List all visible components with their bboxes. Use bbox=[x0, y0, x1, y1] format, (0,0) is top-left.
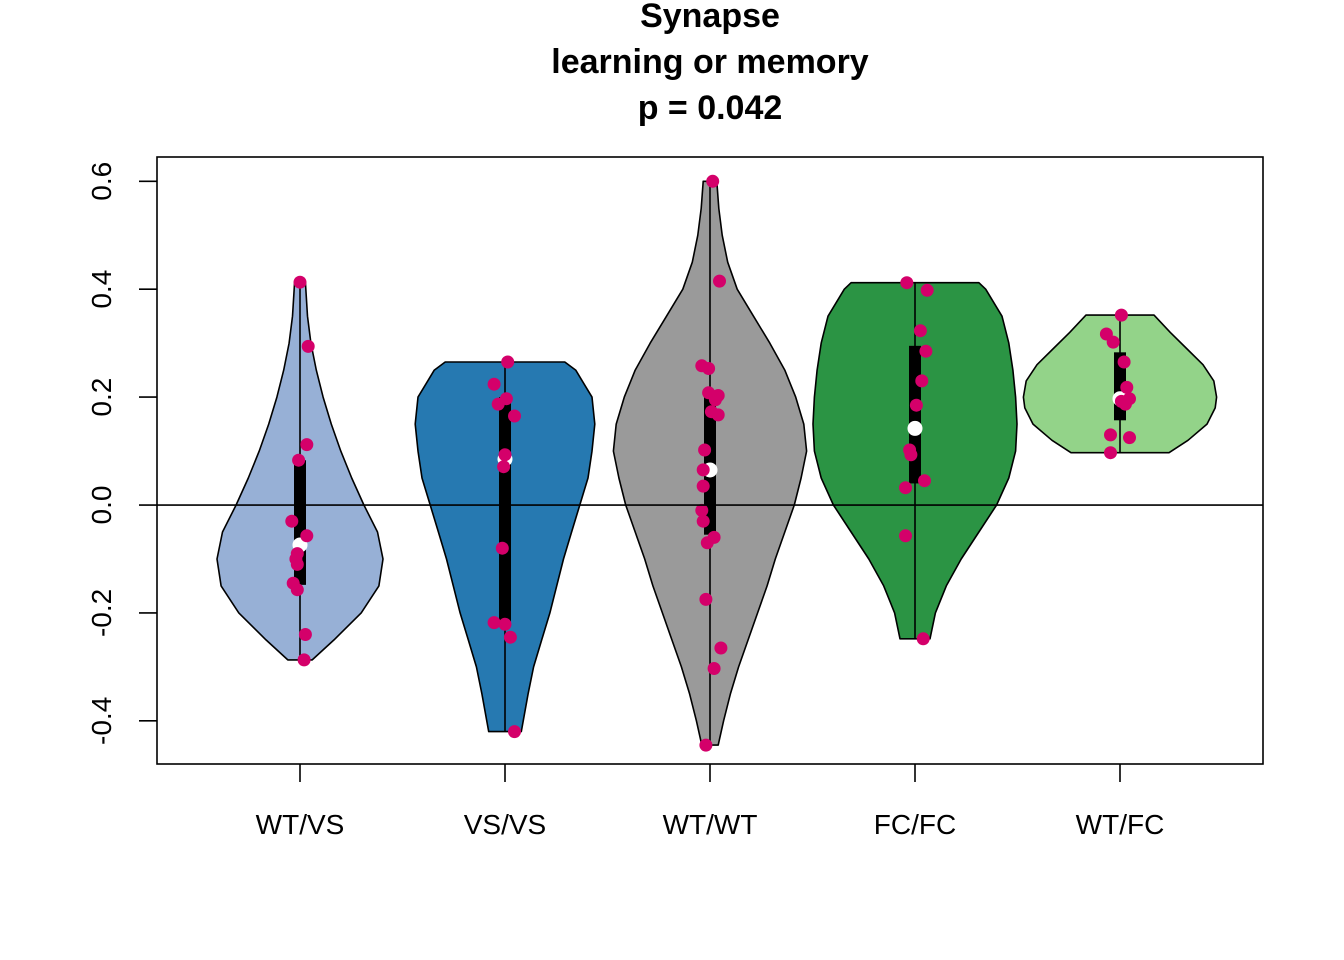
data-point bbox=[497, 460, 511, 474]
data-point bbox=[1118, 397, 1132, 411]
chart-title: Synapse learning or memory p = 0.042 bbox=[551, 0, 869, 127]
data-point bbox=[1106, 335, 1120, 349]
data-point bbox=[487, 377, 501, 391]
data-point bbox=[285, 514, 299, 528]
violins-layer bbox=[216, 174, 1218, 752]
data-point bbox=[495, 541, 509, 555]
data-point bbox=[708, 393, 722, 407]
y-tick-label: -0.4 bbox=[86, 697, 117, 745]
data-point bbox=[918, 474, 931, 488]
data-point bbox=[300, 529, 314, 543]
data-point bbox=[1120, 380, 1134, 394]
violin-group-wt-fc bbox=[1022, 308, 1218, 460]
data-point bbox=[699, 592, 713, 606]
data-point bbox=[899, 481, 912, 495]
violin-median-point bbox=[907, 420, 923, 436]
data-point bbox=[300, 438, 314, 452]
data-point bbox=[1104, 446, 1117, 460]
data-point bbox=[702, 362, 716, 375]
data-point bbox=[491, 397, 505, 411]
data-point bbox=[290, 557, 304, 571]
data-point bbox=[698, 443, 712, 457]
y-tick-label: 0.6 bbox=[86, 162, 117, 201]
data-point bbox=[899, 529, 912, 543]
data-point bbox=[713, 274, 726, 288]
data-point bbox=[909, 398, 923, 412]
data-point bbox=[695, 503, 709, 517]
data-point bbox=[508, 409, 521, 423]
x-tick-label: WT/VS bbox=[256, 809, 345, 840]
violin-group-wt-wt bbox=[612, 174, 808, 752]
data-point bbox=[1123, 431, 1136, 445]
y-tick-label: 0.2 bbox=[86, 378, 117, 417]
data-point bbox=[1104, 428, 1117, 442]
data-point bbox=[913, 324, 927, 338]
violin-group-fc-fc bbox=[812, 276, 1018, 646]
data-point bbox=[301, 339, 315, 353]
x-tick-label: VS/VS bbox=[464, 809, 546, 840]
data-point bbox=[297, 653, 311, 667]
data-point bbox=[1114, 308, 1128, 322]
data-point bbox=[706, 174, 720, 188]
x-tick-label: WT/FC bbox=[1076, 809, 1165, 840]
violin-group-wt-vs bbox=[216, 275, 384, 667]
data-point bbox=[915, 374, 929, 388]
data-point bbox=[298, 628, 312, 641]
data-point bbox=[904, 448, 918, 462]
plot-frame bbox=[156, 156, 1264, 765]
data-point bbox=[696, 514, 710, 528]
y-tick-label: 0.0 bbox=[86, 486, 117, 525]
data-point bbox=[707, 662, 721, 675]
data-point bbox=[916, 632, 930, 646]
title-line-2: learning or memory bbox=[551, 43, 869, 81]
x-tick-label: WT/WT bbox=[663, 809, 758, 840]
data-point bbox=[696, 479, 710, 493]
data-point bbox=[919, 344, 933, 358]
violin-iqr-box bbox=[499, 397, 511, 624]
data-point bbox=[292, 453, 306, 467]
data-point bbox=[714, 641, 728, 655]
data-point bbox=[711, 408, 725, 422]
data-point bbox=[501, 355, 515, 369]
data-point bbox=[508, 725, 521, 739]
x-tick-label: FC/FC bbox=[874, 809, 956, 840]
title-line-3: p = 0.042 bbox=[638, 89, 783, 127]
data-point bbox=[700, 536, 714, 550]
violin-group-vs-vs bbox=[414, 355, 596, 739]
y-tick-label: -0.2 bbox=[86, 589, 117, 637]
violin-iqr-box bbox=[909, 345, 921, 484]
title-line-1: Synapse bbox=[640, 0, 780, 35]
y-tick-label: 0.4 bbox=[86, 270, 117, 309]
axes-layer: WT/VS VS/VS WT/WT FC/FC WT/FC -0.4 -0.2 0.0 0.2 0… bbox=[86, 156, 1264, 840]
data-point bbox=[293, 275, 307, 289]
data-point bbox=[503, 630, 517, 644]
data-point bbox=[290, 583, 304, 597]
data-point bbox=[498, 448, 512, 462]
data-point bbox=[920, 283, 934, 297]
data-point bbox=[900, 276, 914, 290]
data-point bbox=[699, 738, 713, 752]
data-point bbox=[498, 617, 512, 631]
data-point bbox=[487, 616, 501, 630]
data-point bbox=[1117, 355, 1131, 369]
data-point bbox=[696, 463, 710, 477]
